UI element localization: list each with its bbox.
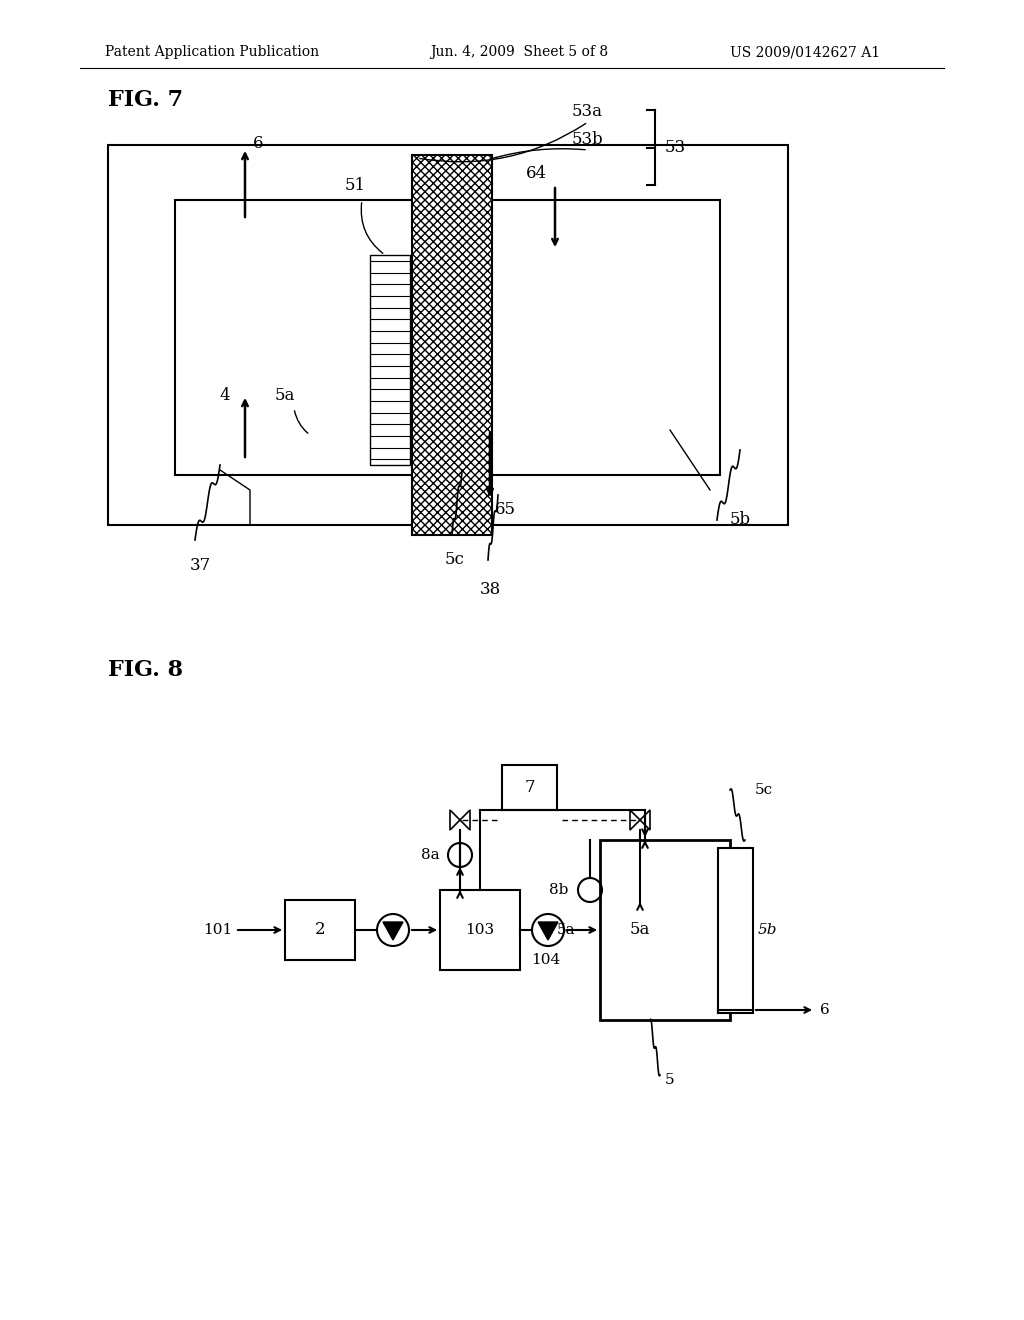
Bar <box>175 201 720 475</box>
Text: 101: 101 <box>204 923 232 937</box>
Text: FIG. 7: FIG. 7 <box>108 88 183 111</box>
Text: 5b: 5b <box>758 923 777 937</box>
Text: 5a: 5a <box>274 387 295 404</box>
Polygon shape <box>383 921 403 940</box>
Text: 65: 65 <box>495 502 515 519</box>
Text: FIG. 8: FIG. 8 <box>108 659 183 681</box>
Text: 6: 6 <box>820 1003 829 1016</box>
Bar <box>600 840 730 1020</box>
Text: 5: 5 <box>666 1073 675 1086</box>
Text: 53: 53 <box>665 140 686 157</box>
Text: Jun. 4, 2009  Sheet 5 of 8: Jun. 4, 2009 Sheet 5 of 8 <box>430 45 608 59</box>
Text: US 2009/0142627 A1: US 2009/0142627 A1 <box>730 45 880 59</box>
Text: 53a: 53a <box>572 103 603 120</box>
Text: 7: 7 <box>524 779 535 796</box>
Text: 103: 103 <box>466 923 495 937</box>
Text: 6: 6 <box>253 135 263 152</box>
Bar <box>370 255 410 465</box>
Bar <box>412 154 492 535</box>
Bar <box>718 847 753 1012</box>
Text: 64: 64 <box>525 165 547 181</box>
Text: 104: 104 <box>531 953 560 968</box>
Polygon shape <box>538 921 558 940</box>
Text: Patent Application Publication: Patent Application Publication <box>105 45 319 59</box>
Text: 38: 38 <box>479 582 501 598</box>
Bar <box>502 766 557 810</box>
Text: 51: 51 <box>344 177 366 194</box>
Text: 5c: 5c <box>755 783 773 797</box>
Bar <box>440 890 520 970</box>
Text: 37: 37 <box>189 557 211 573</box>
Text: 2: 2 <box>314 921 326 939</box>
Bar <box>108 145 788 525</box>
Text: 5a: 5a <box>556 923 575 937</box>
Text: 53b: 53b <box>572 132 604 149</box>
Bar <box>412 154 492 535</box>
Bar <box>285 900 355 960</box>
Text: 4: 4 <box>220 387 230 404</box>
Text: 5a: 5a <box>630 921 650 939</box>
Text: 8a: 8a <box>421 847 440 862</box>
Text: 5c: 5c <box>445 552 465 569</box>
Text: 8b: 8b <box>549 883 568 898</box>
Text: 5b: 5b <box>730 511 752 528</box>
